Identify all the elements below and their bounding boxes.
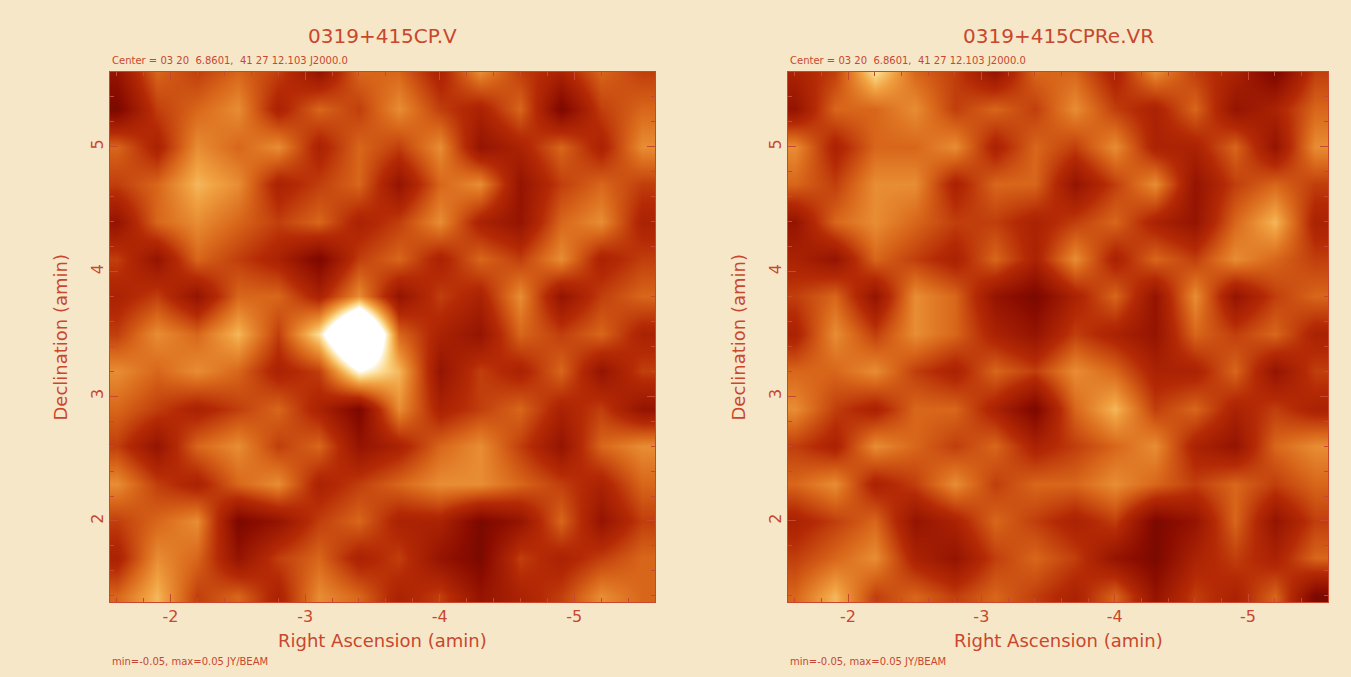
svg-text:5: 5 bbox=[88, 139, 107, 149]
svg-text:5: 5 bbox=[766, 139, 785, 149]
svg-text:Declination (amin): Declination (amin) bbox=[50, 254, 71, 421]
svg-text:-3: -3 bbox=[297, 607, 313, 626]
svg-text:-2: -2 bbox=[163, 607, 179, 626]
svg-text:Declination (amin): Declination (amin) bbox=[728, 254, 749, 421]
svg-text:2: 2 bbox=[766, 513, 785, 523]
svg-text:Right Ascension (amin): Right Ascension (amin) bbox=[278, 630, 487, 651]
svg-text:-5: -5 bbox=[566, 607, 582, 626]
svg-text:0319+415CPRe.VR: 0319+415CPRe.VR bbox=[963, 24, 1154, 48]
svg-text:Right Ascension (amin): Right Ascension (amin) bbox=[954, 630, 1163, 651]
svg-text:4: 4 bbox=[88, 264, 107, 274]
svg-text:min=-0.05, max=0.05 JY/BEAM: min=-0.05, max=0.05 JY/BEAM bbox=[790, 656, 946, 667]
svg-text:2: 2 bbox=[88, 513, 107, 523]
svg-text:-3: -3 bbox=[973, 607, 989, 626]
svg-text:-2: -2 bbox=[840, 607, 856, 626]
svg-text:3: 3 bbox=[88, 389, 107, 399]
svg-text:Center = 03 20 6.8601, 41 27: Center = 03 20 6.8601, 41 27 12.103 J200… bbox=[790, 55, 1026, 66]
svg-text:-4: -4 bbox=[432, 607, 448, 626]
svg-text:Center = 03 20 6.8601, 41 27: Center = 03 20 6.8601, 41 27 12.103 J200… bbox=[112, 55, 348, 66]
svg-text:min=-0.05, max=0.05 JY/BEAM: min=-0.05, max=0.05 JY/BEAM bbox=[112, 656, 268, 667]
svg-text:3: 3 bbox=[766, 389, 785, 399]
svg-text:4: 4 bbox=[766, 264, 785, 274]
svg-text:-4: -4 bbox=[1107, 607, 1123, 626]
svg-text:-5: -5 bbox=[1240, 607, 1256, 626]
svg-text:0319+415CP.V: 0319+415CP.V bbox=[308, 24, 457, 48]
